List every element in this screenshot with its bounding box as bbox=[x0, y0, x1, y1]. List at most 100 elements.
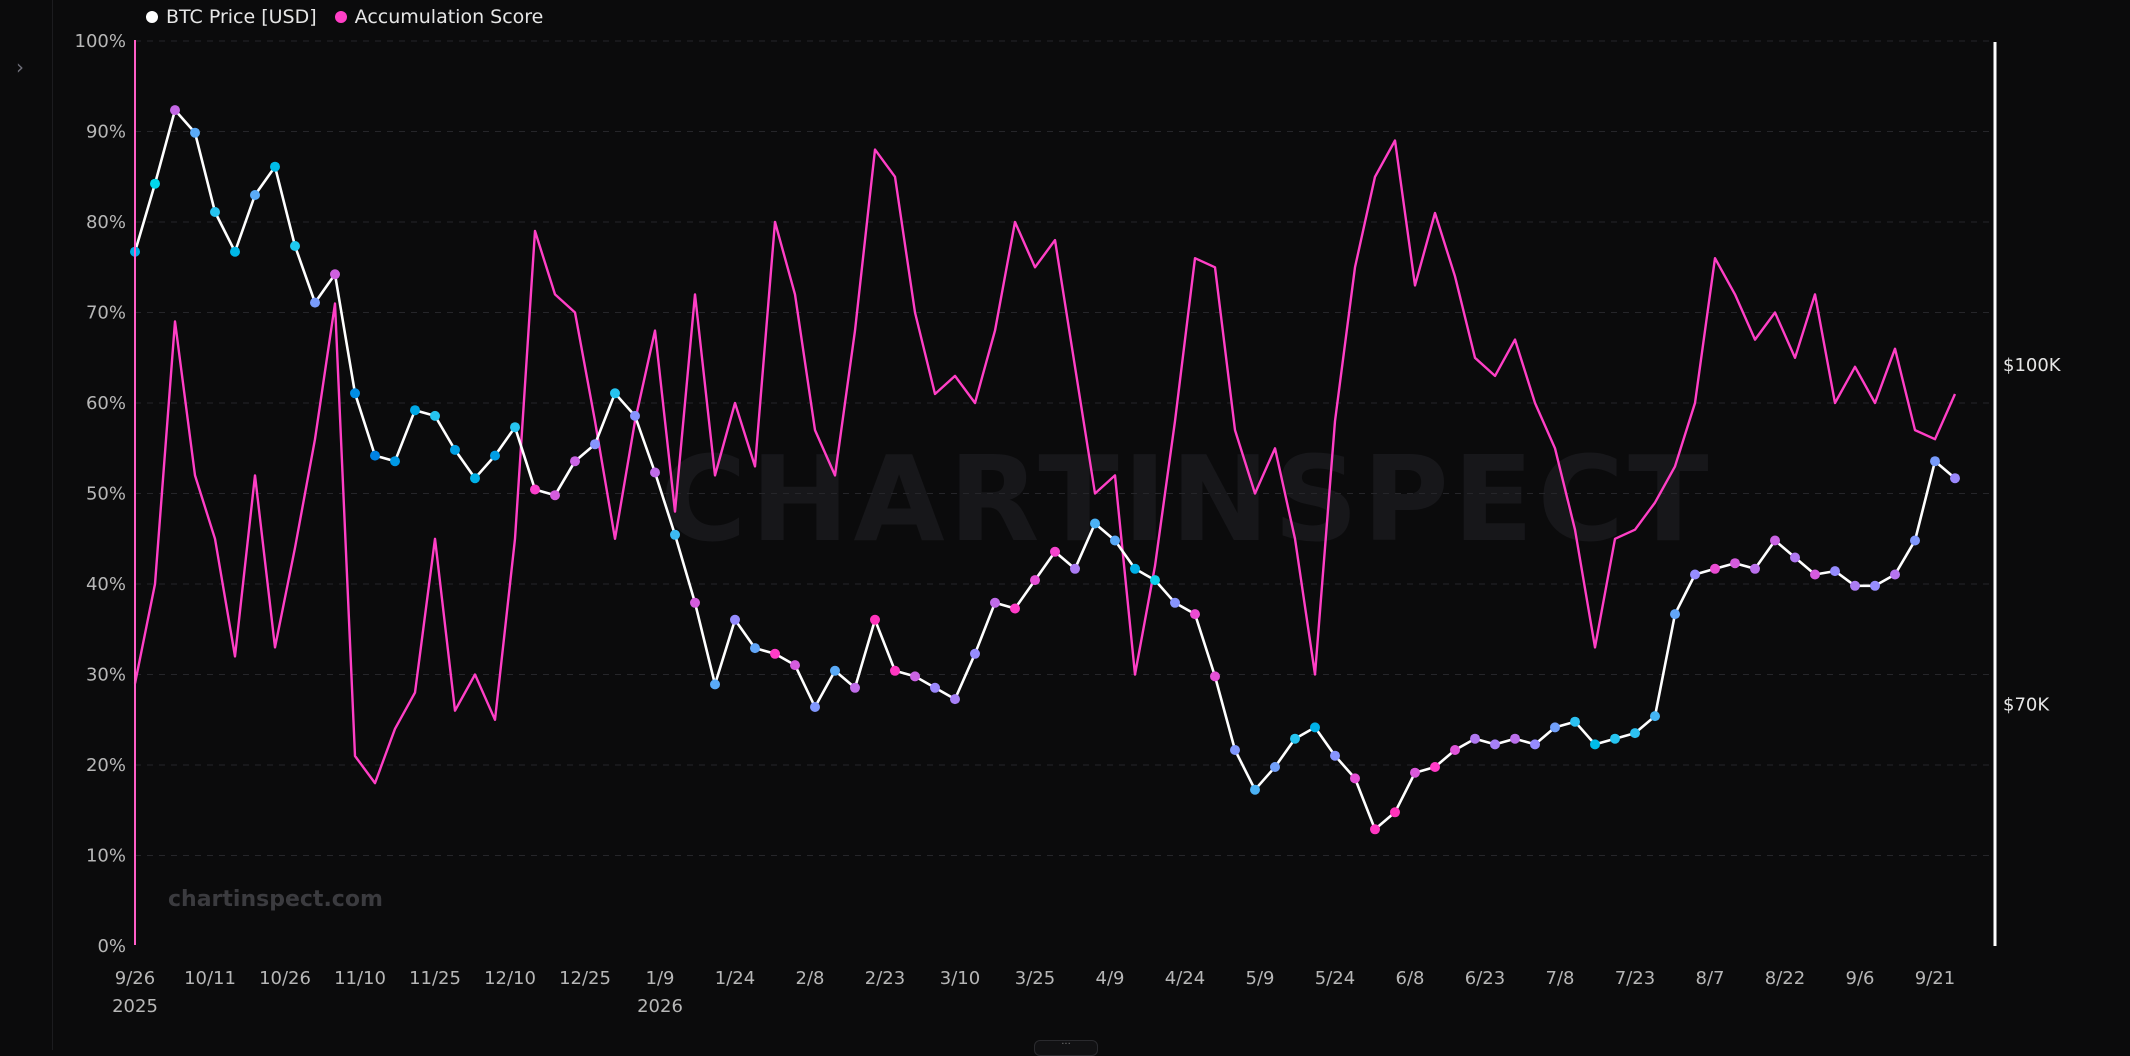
btc-price-point bbox=[1370, 824, 1380, 835]
btc-price-point bbox=[1550, 722, 1560, 733]
btc-price-point bbox=[1190, 609, 1200, 620]
btc-price-point bbox=[1010, 603, 1020, 614]
btc-price-point bbox=[750, 643, 760, 654]
y-right-tick-label: $100K bbox=[2003, 355, 2062, 376]
btc-price-point bbox=[510, 422, 520, 433]
legend-dot-icon bbox=[334, 11, 347, 23]
y-tick-label: 70% bbox=[86, 303, 126, 324]
btc-price-point bbox=[350, 388, 360, 399]
btc-price-point bbox=[270, 161, 280, 172]
btc-price-point bbox=[1770, 535, 1780, 546]
btc-price-point bbox=[1070, 563, 1080, 574]
btc-price-point bbox=[1830, 566, 1840, 577]
btc-price-point bbox=[1810, 569, 1820, 580]
btc-price-point bbox=[470, 473, 480, 484]
btc-price-point bbox=[570, 456, 580, 467]
btc-price-point bbox=[1890, 569, 1900, 580]
btc-price-point bbox=[1330, 750, 1340, 761]
btc-price-point bbox=[610, 388, 620, 399]
grid-lines bbox=[135, 40, 1995, 856]
btc-price-point bbox=[1030, 575, 1040, 586]
btc-price-point bbox=[190, 127, 200, 138]
legend-item-accumulation-score[interactable]: Accumulation Score bbox=[334, 6, 543, 28]
btc-price-point bbox=[1310, 722, 1320, 733]
accumulation-score-line bbox=[133, 139, 1957, 785]
btc-price-point bbox=[1710, 563, 1720, 574]
x-tick-label: 11/25 bbox=[409, 968, 461, 989]
y-tick-label: 20% bbox=[86, 755, 126, 776]
btc-price-point bbox=[1050, 546, 1060, 557]
btc-price-point bbox=[1250, 784, 1260, 795]
btc-price-point bbox=[1670, 609, 1680, 620]
legend-dot-icon bbox=[146, 11, 158, 23]
btc-price-point bbox=[1470, 733, 1480, 744]
x-tick-label: 3/25 bbox=[1015, 968, 1055, 989]
y-tick-label: 10% bbox=[86, 846, 126, 867]
btc-price-point bbox=[990, 597, 1000, 608]
btc-price-point bbox=[1110, 535, 1120, 546]
btc-price-point bbox=[1910, 535, 1920, 546]
x-tick-label: 6/23 bbox=[1465, 968, 1505, 989]
x-tick-label: 3/10 bbox=[940, 968, 980, 989]
btc-price-point bbox=[1490, 739, 1500, 750]
btc-price-point bbox=[730, 614, 740, 625]
btc-price-point bbox=[1530, 739, 1540, 750]
x-tick-label: 7/23 bbox=[1615, 968, 1655, 989]
btc-price-point bbox=[910, 671, 920, 682]
btc-price-point bbox=[1630, 728, 1640, 739]
btc-price-point bbox=[1210, 671, 1220, 682]
y-tick-label: 50% bbox=[86, 484, 126, 505]
btc-price-point bbox=[950, 694, 960, 705]
btc-price-point bbox=[1390, 807, 1400, 818]
btc-price-point bbox=[210, 207, 220, 217]
btc-price-point bbox=[330, 269, 340, 280]
btc-price-line bbox=[133, 108, 1956, 831]
btc-price-point bbox=[710, 679, 720, 690]
y-tick-label: 80% bbox=[86, 212, 126, 233]
btc-price-point bbox=[690, 597, 700, 608]
btc-price-point bbox=[670, 529, 680, 540]
x-tick-label: 8/22 bbox=[1765, 968, 1805, 989]
btc-price-point bbox=[390, 456, 400, 467]
btc-price-point bbox=[810, 702, 820, 712]
btc-price-point bbox=[830, 665, 840, 676]
legend-item-btc-price[interactable]: BTC Price [USD] bbox=[146, 6, 317, 28]
btc-price-point bbox=[1270, 762, 1280, 772]
btc-price-point bbox=[1950, 473, 1960, 484]
watermark-logo-text: CHARTINSPECT bbox=[660, 430, 1713, 568]
btc-price-point bbox=[630, 410, 640, 421]
x-tick-label: 5/24 bbox=[1315, 968, 1355, 989]
btc-price-point bbox=[1170, 597, 1180, 608]
x-tick-label: 4/24 bbox=[1165, 968, 1205, 989]
btc-price-point bbox=[1230, 745, 1240, 755]
y-axis-right: $70K $100K bbox=[2003, 355, 2062, 716]
btc-price-point bbox=[430, 410, 440, 421]
sidebar-expand-chevron-icon[interactable]: › bbox=[16, 55, 24, 79]
btc-price-point bbox=[310, 297, 320, 308]
btc-price-series bbox=[130, 105, 1960, 835]
x-tick-label: 9/26 bbox=[115, 968, 155, 989]
btc-price-point bbox=[450, 444, 460, 455]
btc-price-point bbox=[870, 614, 880, 625]
x-tick-label: 10/11 bbox=[184, 968, 236, 989]
x-tick-label: 12/10 bbox=[484, 968, 536, 989]
btc-price-point bbox=[1730, 558, 1740, 569]
x-tick-label: 10/26 bbox=[259, 968, 311, 989]
btc-price-point bbox=[790, 660, 800, 671]
accumulation-score-series bbox=[133, 139, 1957, 785]
btc-price-point bbox=[290, 241, 300, 251]
btc-price-point bbox=[230, 246, 240, 257]
x-tick-label: 6/8 bbox=[1396, 968, 1425, 989]
btc-price-point bbox=[1850, 580, 1860, 591]
btc-price-point bbox=[550, 490, 560, 501]
x-tick-label: 9/21 bbox=[1915, 968, 1955, 989]
btc-price-point bbox=[250, 190, 260, 200]
btc-price-point bbox=[1570, 716, 1580, 727]
y-tick-label: 100% bbox=[75, 31, 126, 52]
x-tick-label: 2/8 bbox=[796, 968, 825, 989]
btc-price-point bbox=[1430, 762, 1440, 772]
y-tick-label: 30% bbox=[86, 665, 126, 686]
x-axis: 9/26 10/11 10/26 11/10 11/25 12/10 12/25 1/9 1/2… bbox=[112, 968, 1955, 1017]
resize-handle[interactable]: ··· bbox=[1034, 1040, 1098, 1056]
